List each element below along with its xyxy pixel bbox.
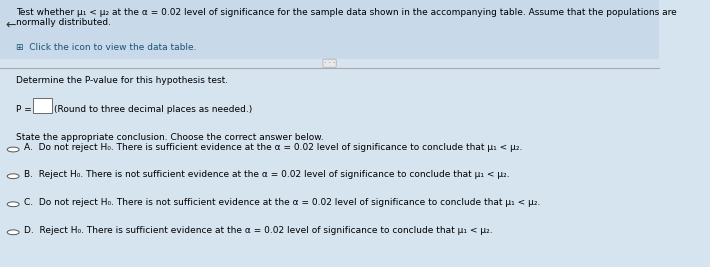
Text: State the appropriate conclusion. Choose the correct answer below.: State the appropriate conclusion. Choose…	[16, 134, 324, 143]
Circle shape	[7, 202, 19, 207]
Text: D.  Reject H₀. There is sufficient evidence at the α = 0.02 level of significanc: D. Reject H₀. There is sufficient eviden…	[23, 226, 492, 235]
FancyBboxPatch shape	[33, 98, 52, 113]
Text: Determine the P-value for this hypothesis test.: Determine the P-value for this hypothesi…	[16, 76, 229, 85]
Text: P =: P =	[16, 105, 32, 115]
Text: ←: ←	[5, 19, 16, 32]
Text: · · ·: · · ·	[324, 60, 335, 66]
Text: (Round to three decimal places as needed.): (Round to three decimal places as needed…	[54, 105, 252, 115]
Circle shape	[7, 147, 19, 152]
Circle shape	[7, 174, 19, 179]
Text: B.  Reject H₀. There is not sufficient evidence at the α = 0.02 level of signifi: B. Reject H₀. There is not sufficient ev…	[23, 170, 509, 179]
Text: Test whether μ₁ < μ₂ at the α = 0.02 level of significance for the sample data s: Test whether μ₁ < μ₂ at the α = 0.02 lev…	[16, 8, 677, 28]
Text: C.  Do not reject H₀. There is not sufficient evidence at the α = 0.02 level of : C. Do not reject H₀. There is not suffic…	[23, 198, 540, 207]
Text: ⊞  Click the icon to view the data table.: ⊞ Click the icon to view the data table.	[16, 43, 197, 52]
FancyBboxPatch shape	[0, 0, 659, 59]
Circle shape	[7, 230, 19, 235]
Text: A.  Do not reject H₀. There is sufficient evidence at the α = 0.02 level of sign: A. Do not reject H₀. There is sufficient…	[23, 143, 522, 152]
